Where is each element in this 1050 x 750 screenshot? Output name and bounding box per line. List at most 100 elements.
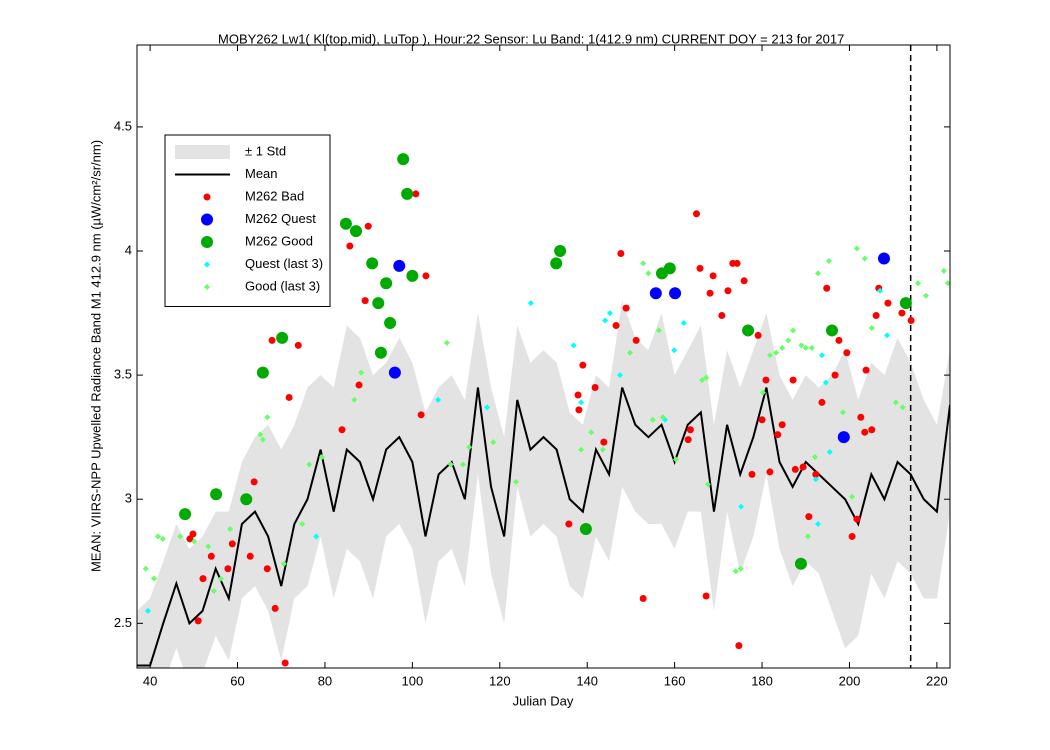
data-point (839, 409, 846, 416)
data-point (256, 366, 269, 379)
data-point (843, 349, 851, 357)
data-point (823, 284, 831, 292)
y-tick-label: 3.5 (114, 367, 132, 382)
data-point (606, 310, 613, 317)
data-point (599, 446, 606, 453)
data-point (822, 379, 829, 386)
data-point (570, 342, 577, 349)
data-point (703, 374, 710, 381)
data-point (706, 289, 714, 297)
data-point (812, 470, 820, 478)
data-point (588, 429, 595, 436)
data-point (406, 269, 419, 282)
legend-label: M262 Quest (245, 211, 316, 226)
data-point (640, 260, 647, 267)
x-tick-label: 200 (839, 673, 861, 688)
data-point (663, 262, 676, 275)
data-point (790, 327, 797, 334)
data-point (915, 280, 922, 287)
data-point (733, 259, 741, 267)
data-point (194, 617, 202, 625)
chart-title: MOBY262 Lw1( Kl(top,mid), LuTop ), Hour:… (218, 31, 844, 46)
data-point (774, 431, 782, 439)
x-tick-label: 80 (318, 673, 332, 688)
data-point (868, 324, 875, 331)
data-point (388, 366, 401, 379)
data-point (740, 277, 748, 285)
data-point (191, 538, 198, 545)
data-point (759, 389, 766, 396)
legend-label: Good (last 3) (245, 278, 320, 293)
data-point (699, 377, 706, 384)
data-point (709, 272, 717, 280)
data-point (276, 331, 289, 344)
x-tick-label: 40 (143, 673, 157, 688)
data-point (339, 217, 352, 230)
legend-label: Mean (245, 166, 278, 181)
data-point (372, 297, 385, 310)
data-point (877, 252, 890, 265)
y-tick-label: 4.5 (114, 118, 132, 133)
data-point (306, 461, 313, 468)
data-point (872, 312, 880, 320)
data-point (898, 309, 906, 317)
legend-swatch (201, 236, 213, 248)
data-point (779, 344, 786, 351)
data-point (754, 331, 762, 339)
data-point (672, 456, 679, 463)
data-point (773, 349, 780, 356)
data-point (154, 533, 161, 540)
x-tick-label: 100 (402, 673, 424, 688)
data-point (199, 575, 207, 583)
data-point (250, 478, 258, 486)
data-point (814, 270, 821, 277)
x-tick-label: 60 (230, 673, 244, 688)
data-point (724, 287, 732, 295)
data-point (281, 659, 289, 667)
data-point (384, 316, 397, 329)
data-point (692, 210, 700, 218)
data-point (177, 533, 184, 540)
data-point (397, 153, 410, 166)
data-point (313, 533, 320, 540)
data-point (853, 515, 861, 523)
data-point (393, 259, 406, 272)
data-point (227, 526, 234, 533)
data-point (600, 438, 608, 446)
data-point (789, 376, 797, 384)
data-point (649, 287, 662, 300)
data-point (179, 508, 192, 521)
legend-label: M262 Good (245, 233, 313, 248)
data-point (799, 463, 807, 471)
data-point (217, 575, 224, 582)
data-point (159, 535, 166, 542)
data-point (246, 552, 254, 560)
data-point (825, 257, 832, 264)
data-point (349, 225, 362, 238)
data-point (151, 575, 158, 582)
data-point (766, 468, 774, 476)
data-point (554, 245, 567, 258)
legend-swatch (175, 145, 230, 159)
data-point (884, 332, 891, 339)
data-point (271, 604, 279, 612)
data-point (837, 431, 850, 444)
y-tick-label: 3 (125, 491, 132, 506)
data-point (622, 304, 630, 312)
data-point (818, 398, 826, 406)
data-point (366, 257, 379, 270)
data-point (857, 413, 865, 421)
data-point (338, 426, 346, 434)
data-point (639, 595, 647, 603)
data-point (361, 297, 369, 305)
data-point (831, 371, 839, 379)
data-point (862, 366, 870, 374)
data-point (240, 493, 253, 506)
data-point (144, 607, 151, 614)
data-point (868, 426, 876, 434)
data-point (785, 337, 792, 344)
data-point (849, 493, 856, 500)
plot-area (137, 45, 950, 668)
